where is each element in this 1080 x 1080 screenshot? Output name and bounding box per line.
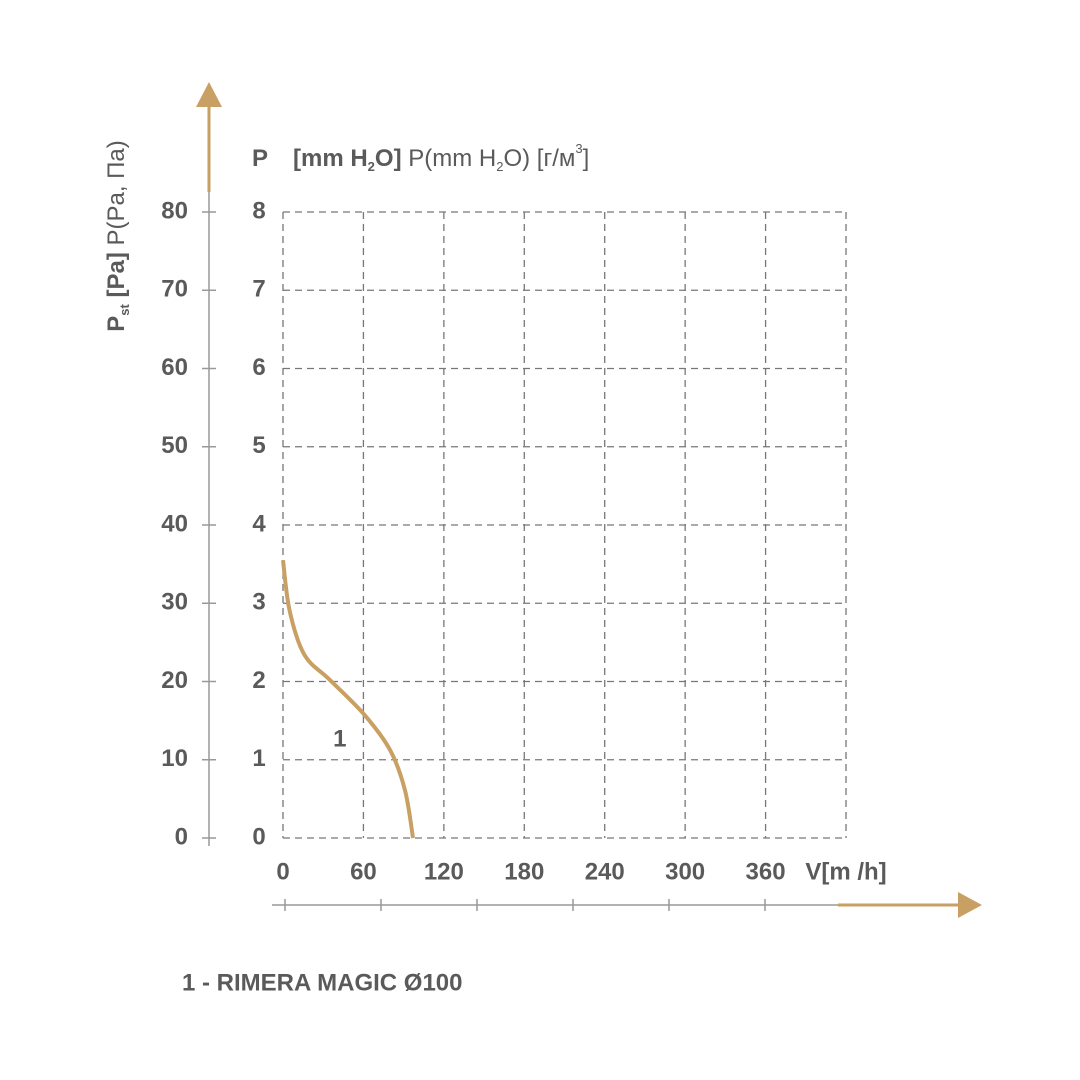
y-tick-label: 80 bbox=[161, 197, 188, 224]
x-tick-label: 120 bbox=[424, 858, 464, 885]
x-arrow-head bbox=[958, 892, 982, 918]
y-arrow-head bbox=[196, 82, 222, 107]
y2-tick-label: 3 bbox=[252, 589, 265, 616]
y-tick-label: 40 bbox=[161, 510, 188, 537]
y-tick-label: 0 bbox=[175, 823, 188, 850]
series-label: 1 bbox=[333, 725, 346, 752]
y-axis-title: Pst [Pa] P(Pa, Па) bbox=[103, 140, 132, 332]
y-tick-label: 30 bbox=[161, 589, 188, 616]
y-title-sub: st bbox=[117, 304, 132, 316]
y2-title-part: P(mm H bbox=[402, 145, 497, 172]
x-tick-label: 240 bbox=[585, 858, 625, 885]
bottom-ticks bbox=[284, 899, 766, 911]
y-tick-label: 70 bbox=[161, 276, 188, 303]
y-tick-label: 20 bbox=[161, 667, 188, 694]
y2-title-part: P bbox=[252, 145, 268, 172]
y2-tick-label: 7 bbox=[252, 276, 265, 303]
y2-tick-label: 2 bbox=[252, 667, 265, 694]
y2-title-sup: 3 bbox=[575, 141, 582, 156]
y2-title-part: O) [г/м bbox=[503, 145, 575, 172]
y2-title-part: O] bbox=[375, 145, 402, 172]
y2-title-sub: 2 bbox=[368, 159, 375, 174]
y-title-part: P bbox=[103, 316, 130, 332]
y2-tick-label: 4 bbox=[252, 510, 266, 537]
y2-tick-label: 0 bbox=[252, 823, 265, 850]
y-tick-label: 60 bbox=[161, 354, 188, 381]
y2-tick-label: 6 bbox=[252, 354, 265, 381]
legend-entry: 1 - RIMERA MAGIC Ø100 bbox=[182, 969, 463, 996]
y-tick-label: 50 bbox=[161, 432, 188, 459]
series-line bbox=[281, 559, 415, 839]
y2-tick-label: 1 bbox=[252, 745, 265, 772]
x-tick-label: 180 bbox=[504, 858, 544, 885]
y2-title-sub: 2 bbox=[496, 159, 503, 174]
x-tick-label: 360 bbox=[746, 858, 786, 885]
y2-title-part: ] bbox=[583, 145, 590, 172]
y-tick-label: 10 bbox=[161, 745, 188, 772]
x-tick-label: 60 bbox=[350, 858, 377, 885]
y2-tick-label: 8 bbox=[252, 197, 265, 224]
y2-axis-title: P [mm H2O] P(mm H2O) [г/м3] bbox=[252, 141, 589, 174]
x-axis-title: V[m /h] bbox=[805, 858, 886, 885]
x-tick-label: 0 bbox=[276, 858, 289, 885]
y-title-part: [Pa] bbox=[103, 252, 130, 304]
x-tick-label: 300 bbox=[665, 858, 705, 885]
y2-title-part: [mm H bbox=[293, 145, 368, 172]
y-title-part: P(Pa, Па) bbox=[103, 140, 130, 252]
y2-tick-label: 5 bbox=[252, 432, 265, 459]
